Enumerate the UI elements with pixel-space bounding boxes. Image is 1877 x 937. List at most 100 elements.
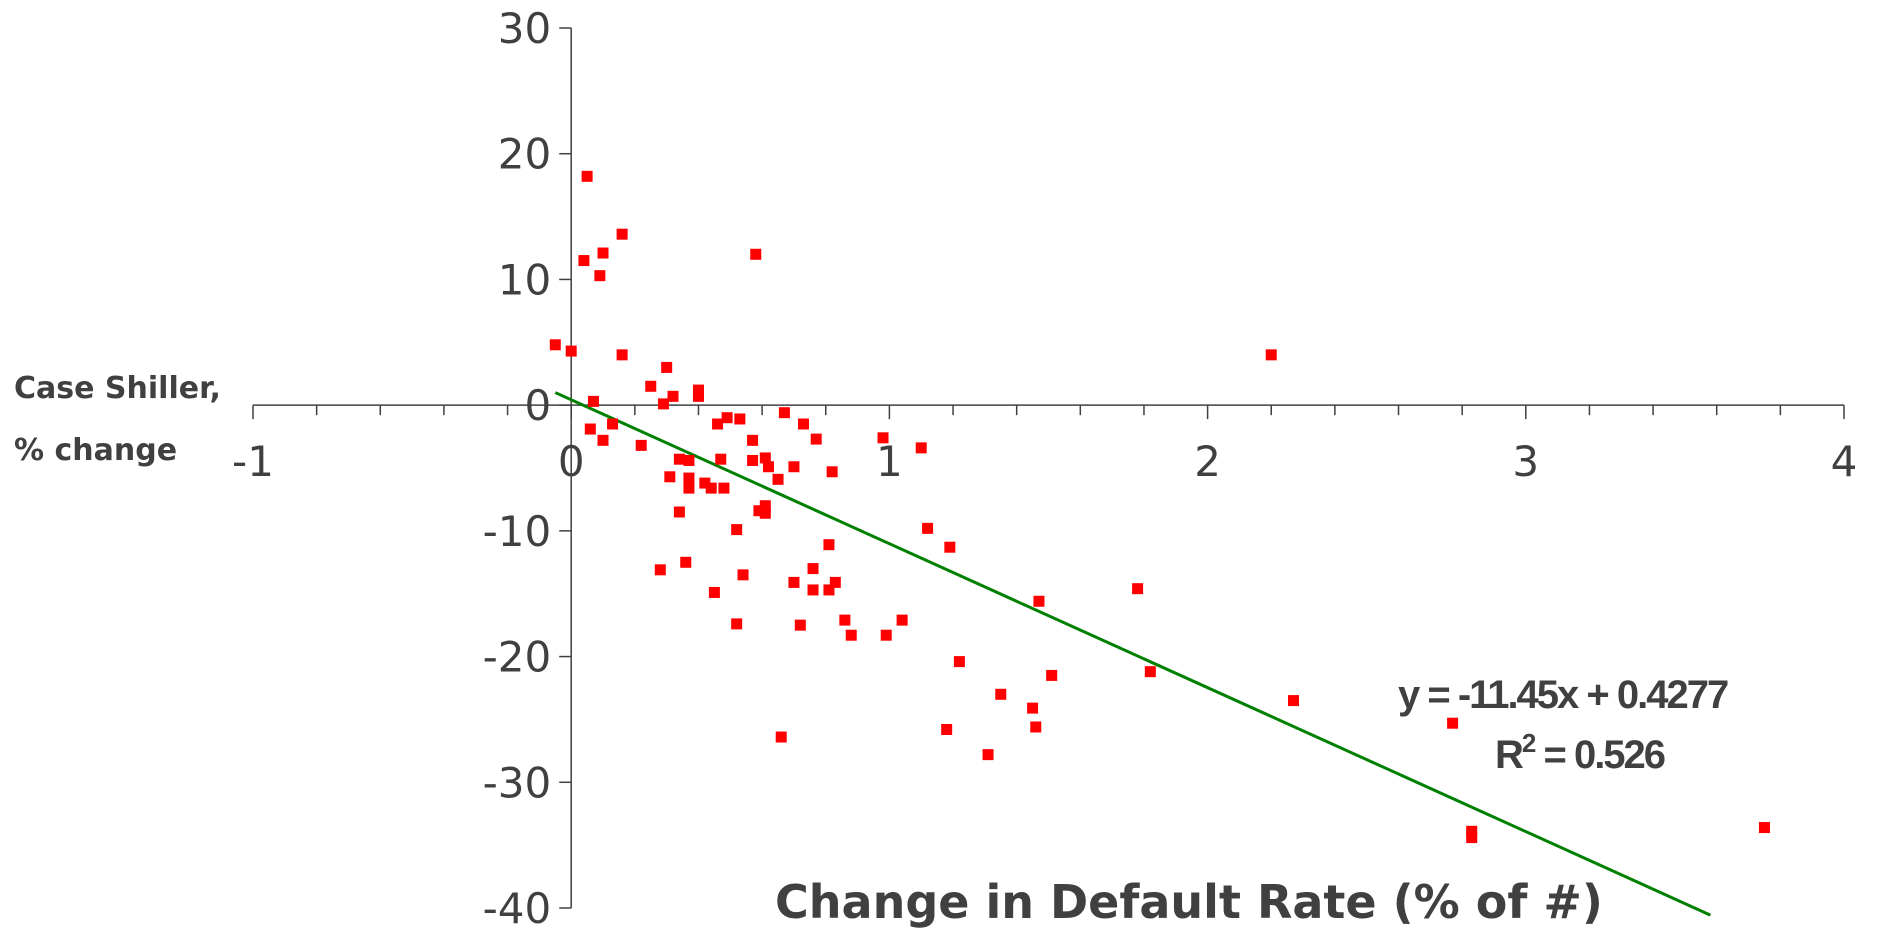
y-tick-label: 0 — [524, 381, 551, 430]
data-point — [941, 723, 953, 735]
data-point — [794, 619, 806, 631]
data-point — [1132, 583, 1144, 595]
data-points — [549, 170, 1770, 844]
data-point — [597, 247, 609, 259]
data-point — [607, 418, 619, 430]
data-point — [753, 505, 765, 517]
x-tick-label: 0 — [558, 437, 585, 486]
r-squared-value: = 0.526 — [1534, 733, 1664, 777]
data-point — [635, 439, 647, 451]
data-point — [705, 482, 717, 494]
data-point — [762, 461, 774, 473]
data-point — [788, 576, 800, 588]
data-point — [826, 466, 838, 478]
data-point — [718, 482, 730, 494]
data-point — [667, 390, 679, 402]
y-tick-label: -10 — [483, 507, 552, 556]
data-point — [673, 506, 685, 518]
data-point — [565, 345, 577, 357]
data-point — [823, 584, 835, 596]
data-point — [775, 731, 787, 743]
data-point — [797, 418, 809, 430]
x-tick-label: 4 — [1831, 437, 1858, 486]
data-point — [680, 556, 692, 568]
data-point — [597, 434, 609, 446]
data-point — [896, 614, 908, 626]
x-tick-label: -1 — [232, 437, 274, 486]
data-point — [683, 454, 695, 466]
data-point — [616, 228, 628, 240]
data-point — [877, 432, 889, 444]
data-point — [995, 688, 1007, 700]
data-point — [1030, 721, 1042, 733]
data-point — [673, 453, 685, 465]
data-point — [708, 586, 720, 598]
data-point — [747, 434, 759, 446]
x-tick-label: 1 — [876, 437, 903, 486]
y-tick-label: -30 — [483, 758, 552, 807]
data-point — [692, 390, 704, 402]
data-point — [880, 629, 892, 641]
data-point — [1758, 822, 1770, 834]
data-point — [664, 471, 676, 483]
data-point — [584, 423, 596, 435]
data-point — [1265, 349, 1277, 361]
data-point — [982, 749, 994, 761]
data-point — [1033, 595, 1045, 607]
data-point — [1466, 832, 1478, 844]
data-point — [712, 418, 724, 430]
r-squared-superscript: 2 — [1522, 728, 1536, 758]
data-point — [915, 442, 927, 454]
y-tick-label: 30 — [498, 4, 551, 53]
y-tick-label: -40 — [483, 884, 552, 933]
data-point — [944, 541, 956, 553]
data-point — [759, 500, 771, 512]
data-point — [594, 270, 606, 282]
y-axis-title-line1: Case Shiller, — [14, 371, 221, 406]
data-point — [692, 384, 704, 396]
data-point — [587, 395, 599, 407]
data-point — [715, 453, 727, 465]
data-point — [721, 412, 733, 424]
x-tick-label: 2 — [1194, 437, 1221, 486]
data-point — [1447, 717, 1459, 729]
data-point — [737, 569, 749, 581]
trendline — [554, 391, 1711, 917]
data-point — [1027, 702, 1039, 714]
data-point — [683, 472, 695, 484]
data-point — [759, 507, 771, 519]
trendline-equation: y = -11.45x + 0.4277 — [1398, 673, 1728, 717]
y-tick-label: -20 — [483, 633, 552, 682]
data-point — [788, 461, 800, 473]
axes — [252, 27, 1845, 909]
trendline-group — [554, 391, 1711, 917]
data-point — [1144, 666, 1156, 678]
data-point — [807, 584, 819, 596]
data-point — [616, 349, 628, 361]
data-point — [750, 248, 762, 260]
r-squared-label: R2 = 0.526 — [1495, 728, 1665, 777]
data-point — [829, 576, 841, 588]
x-axis-title: Change in Default Rate (% of #) — [775, 875, 1603, 929]
data-point — [654, 564, 666, 576]
data-point — [772, 473, 784, 485]
data-point — [810, 433, 822, 445]
data-point — [549, 339, 561, 351]
data-point — [1046, 669, 1058, 681]
data-point — [683, 482, 695, 494]
data-point — [953, 656, 965, 668]
data-point — [661, 361, 673, 373]
y-tick-label: 20 — [498, 130, 551, 179]
data-point — [734, 413, 746, 425]
data-point — [778, 407, 790, 419]
data-point — [747, 454, 759, 466]
r-squared-prefix: R — [1495, 733, 1524, 777]
x-tick-label: 3 — [1512, 437, 1539, 486]
data-point — [1288, 695, 1300, 707]
data-point — [823, 539, 835, 551]
data-point — [1466, 825, 1478, 837]
data-point — [759, 452, 771, 464]
data-point — [922, 522, 934, 534]
